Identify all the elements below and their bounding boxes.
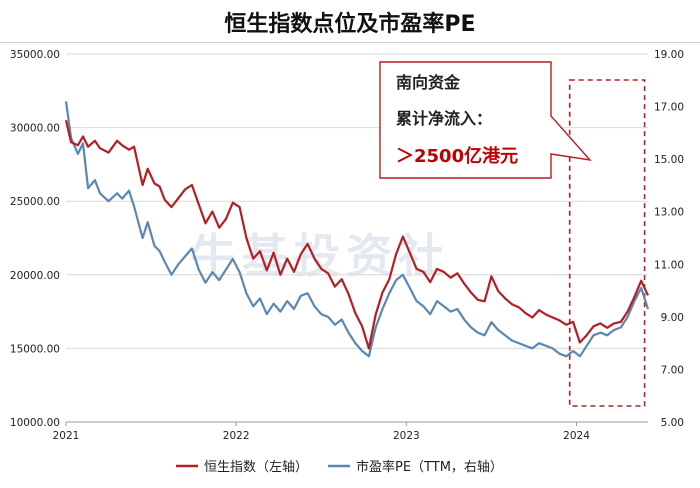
legend-label-pe: 市盈率PE（TTM，右轴）	[356, 459, 503, 475]
y-right-tick-label: 13.00	[654, 207, 684, 219]
y-left-tick-label: 35000.00	[10, 49, 60, 61]
callout-line-2: 累计净流入：	[396, 109, 492, 128]
y-right-tick-label: 7.00	[661, 364, 684, 376]
highlight-box	[568, 79, 646, 407]
series-line-hsi	[64, 119, 649, 350]
y-left-tick-label: 30000.00	[10, 123, 60, 135]
legend-label-hsi: 恒生指数（左轴）	[204, 460, 308, 475]
y-right-tick-label: 17.00	[654, 102, 684, 114]
y-left-tick-label: 25000.00	[10, 196, 60, 208]
y-right-tick-label: 15.00	[654, 154, 684, 166]
callout-line-3: ＞2500亿港元	[396, 145, 518, 167]
x-tick-label: 2023	[393, 430, 420, 442]
x-tick-label: 2022	[223, 430, 250, 442]
title-bar: 恒生指数点位及市盈率PE	[0, 0, 700, 43]
y-left-tick-label: 10000.00	[10, 417, 60, 429]
y-right-tick-label: 5.00	[661, 417, 684, 429]
chart-title: 恒生指数点位及市盈率PE	[224, 12, 476, 37]
x-tick-label: 2021	[53, 430, 80, 442]
series-line-pe	[64, 101, 650, 358]
callout-box	[379, 61, 592, 179]
y-right-tick-label: 11.00	[654, 259, 684, 271]
x-tick-label: 2024	[563, 430, 590, 442]
y-left-tick-label: 15000.00	[10, 343, 60, 355]
y-left-tick-label: 20000.00	[10, 270, 60, 282]
callout-line-1: 南向资金	[396, 73, 461, 92]
y-right-tick-label: 9.00	[661, 312, 684, 324]
y-right-tick-label: 19.00	[654, 49, 684, 61]
